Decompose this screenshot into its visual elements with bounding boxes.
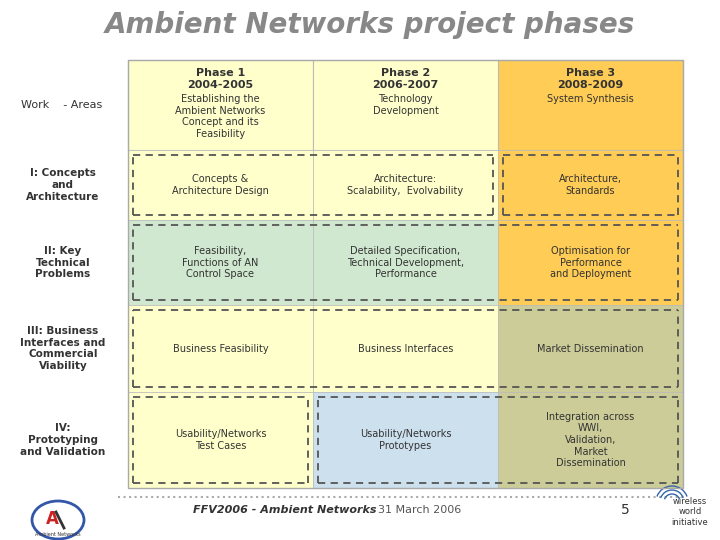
Text: Work    - Areas: Work - Areas	[22, 100, 103, 110]
Text: Technology
Development: Technology Development	[372, 94, 438, 116]
Text: 2008-2009: 2008-2009	[557, 80, 624, 90]
Bar	[498, 150, 683, 220]
Ellipse shape	[32, 501, 84, 539]
Text: Architecture:
Scalability,  Evolvability: Architecture: Scalability, Evolvability	[348, 174, 464, 196]
Text: Business Interfaces: Business Interfaces	[358, 343, 453, 354]
Text: Integration across
WWI,
Validation,
Market
Dissemination: Integration across WWI, Validation, Mark…	[546, 412, 634, 468]
Text: Architecture,
Standards: Architecture, Standards	[559, 174, 622, 196]
Bar	[313, 60, 498, 488]
Text: I: Concepts
and
Architecture: I: Concepts and Architecture	[27, 168, 99, 201]
Bar	[128, 305, 313, 392]
Text: 31 March 2006: 31 March 2006	[379, 505, 462, 515]
Text: III: Business
Interfaces and
Commercial
Viability: III: Business Interfaces and Commercial …	[20, 326, 106, 371]
Bar	[498, 305, 683, 392]
Text: A: A	[45, 510, 58, 528]
Text: Optimisation for
Performance
and Deployment: Optimisation for Performance and Deploym…	[550, 246, 631, 279]
Text: Concepts &
Architecture Design: Concepts & Architecture Design	[172, 174, 269, 196]
Text: Market Dissemination: Market Dissemination	[537, 343, 644, 354]
Bar	[498, 392, 683, 488]
Text: Establishing the
Ambient Networks
Concept and its
Feasibility: Establishing the Ambient Networks Concep…	[176, 94, 266, 139]
Text: Feasibility,
Functions of AN
Control Space: Feasibility, Functions of AN Control Spa…	[182, 246, 258, 279]
Text: Phase 1: Phase 1	[196, 68, 245, 78]
Bar	[498, 60, 683, 150]
Bar	[313, 220, 498, 305]
Text: Usability/Networks
Prototypes: Usability/Networks Prototypes	[360, 429, 451, 451]
Text: Ambient Networks project phases: Ambient Networks project phases	[105, 11, 635, 39]
Bar	[128, 150, 313, 220]
Text: Phase 3: Phase 3	[566, 68, 615, 78]
Text: 2006-2007: 2006-2007	[372, 80, 438, 90]
Text: 5: 5	[621, 503, 629, 517]
Text: System Synthesis: System Synthesis	[547, 94, 634, 104]
Text: FFV2006 - Ambient Networks: FFV2006 - Ambient Networks	[193, 505, 377, 515]
Bar	[128, 60, 683, 488]
Text: 2004-2005: 2004-2005	[187, 80, 253, 90]
Text: II: Key
Technical
Problems: II: Key Technical Problems	[35, 246, 91, 279]
Bar	[128, 60, 313, 150]
Bar	[313, 60, 498, 150]
Text: wireless
world
initiative: wireless world initiative	[672, 497, 708, 527]
Bar	[313, 150, 498, 220]
Bar	[128, 392, 313, 488]
Bar	[498, 60, 683, 488]
Bar	[128, 60, 313, 488]
Bar	[128, 220, 313, 305]
Bar	[313, 392, 498, 488]
Bar	[498, 220, 683, 305]
Bar	[313, 305, 498, 392]
Text: IV:
Prototyping
and Validation: IV: Prototyping and Validation	[20, 423, 106, 457]
Text: Business Feasibility: Business Feasibility	[173, 343, 269, 354]
Text: Ambient Networks: Ambient Networks	[35, 532, 81, 537]
Text: Phase 2: Phase 2	[381, 68, 430, 78]
Text: Detailed Specification,
Technical Development,
Performance: Detailed Specification, Technical Develo…	[347, 246, 464, 279]
Text: Usability/Networks
Test Cases: Usability/Networks Test Cases	[175, 429, 266, 451]
